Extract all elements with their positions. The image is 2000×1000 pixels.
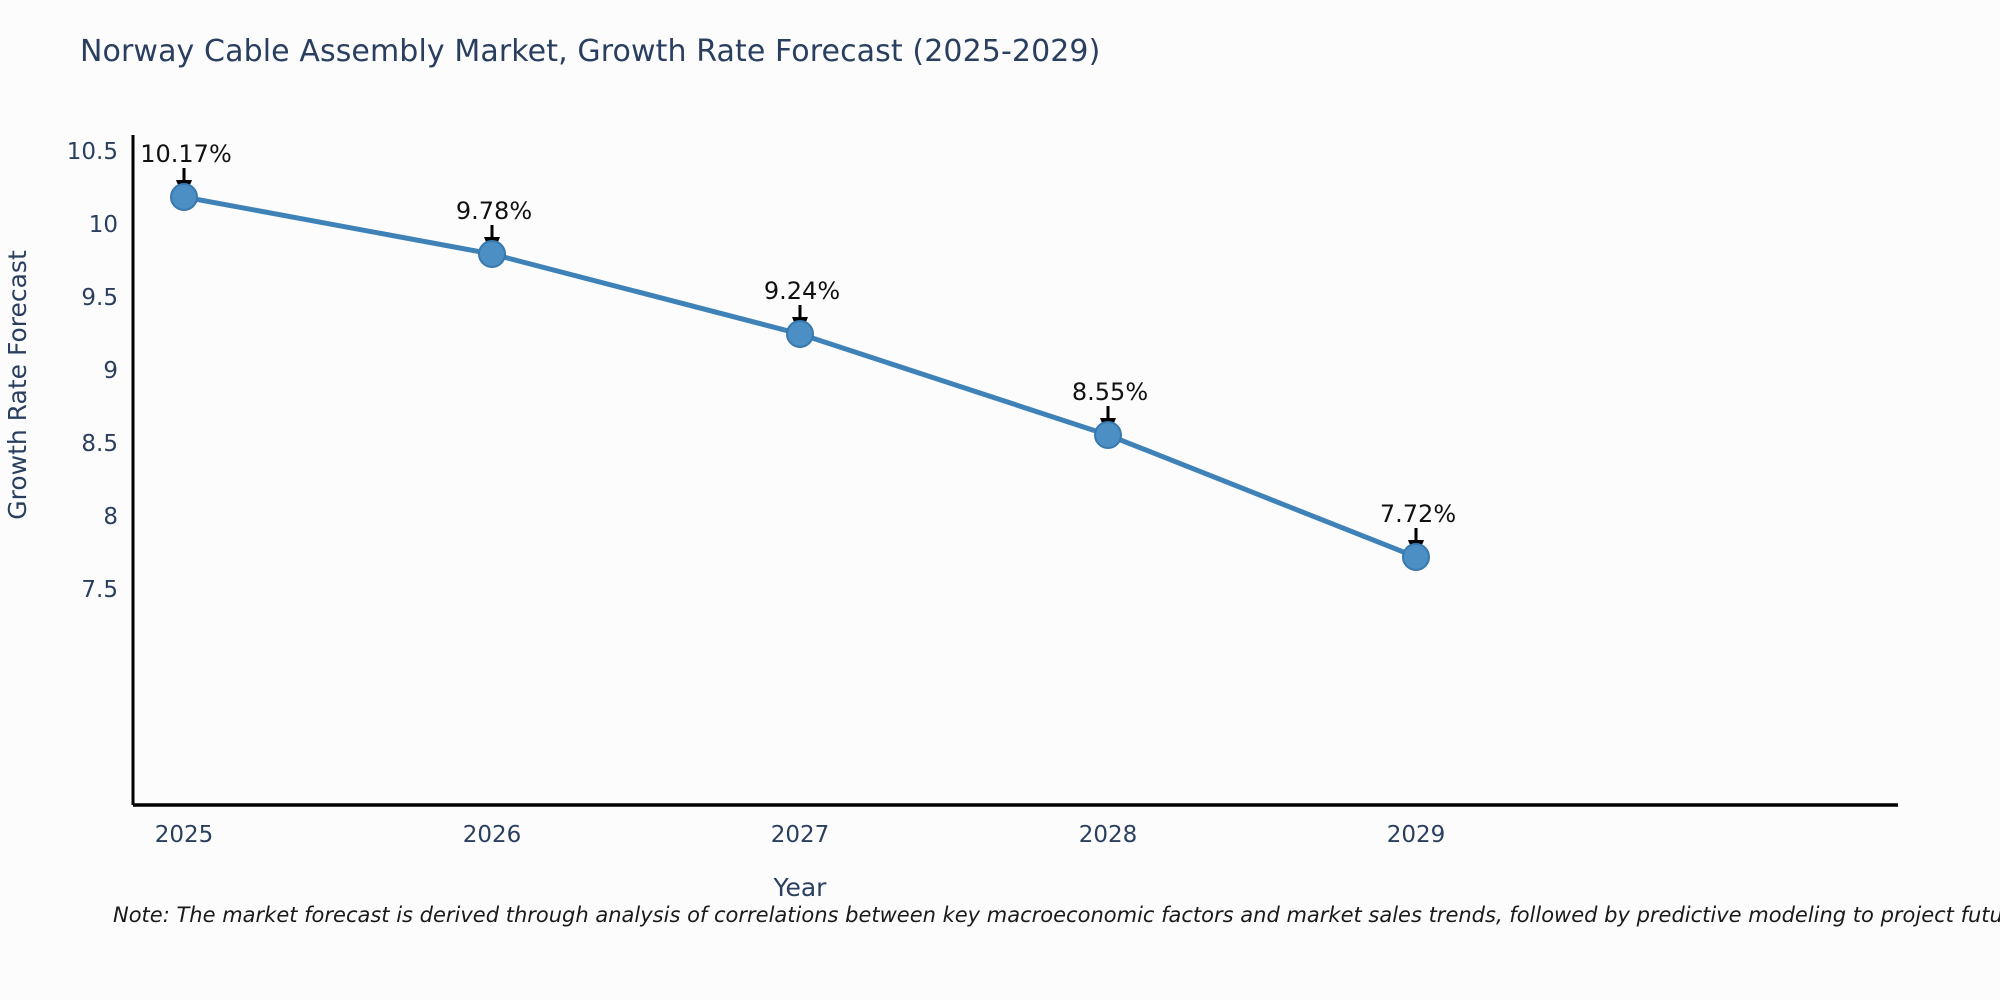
x-tick-label: 2025: [155, 822, 214, 848]
data-point-marker[interactable]: [478, 240, 506, 268]
data-point-label: 9.24%: [764, 277, 840, 305]
data-point-label: 7.72%: [1380, 500, 1456, 528]
data-point-label: 9.78%: [456, 197, 532, 225]
y-tick-label: 8.5: [81, 431, 118, 457]
x-tick-label: 2028: [1079, 822, 1138, 848]
y-tick-label: 9: [103, 358, 118, 384]
x-tick-label: 2027: [771, 822, 830, 848]
y-tick-label: 10.5: [67, 139, 118, 165]
x-tick-label: 2026: [463, 822, 522, 848]
data-point-labels: 10.17% 9.78% 9.24% 8.55% 7.72%: [140, 140, 1456, 528]
y-tick-label: 8: [103, 504, 118, 530]
chart-title: Norway Cable Assembly Market, Growth Rat…: [80, 34, 1101, 69]
y-tick-label: 7.5: [81, 577, 118, 603]
chart-footnote: Note: The market forecast is derived thr…: [113, 903, 2000, 927]
x-axis-tick-labels: 2025 2026 2027 2028 2029: [155, 822, 1446, 848]
data-point-marker[interactable]: [1094, 421, 1122, 449]
y-tick-label: 10: [89, 212, 118, 238]
data-point-label: 8.55%: [1072, 378, 1148, 406]
data-point-label: 10.17%: [140, 140, 232, 168]
annotation-arrows: [176, 168, 1424, 560]
data-point-marker[interactable]: [786, 320, 814, 348]
x-tick-label: 2029: [1387, 822, 1446, 848]
data-series-line: [181, 194, 1419, 560]
data-point-marker[interactable]: [170, 183, 198, 211]
y-tick-label: 9.5: [81, 285, 118, 311]
data-point-marker[interactable]: [1402, 543, 1430, 571]
data-point-markers: [170, 183, 1430, 571]
y-axis-tick-labels: 10.5 10 9.5 9 8.5 8 7.5: [67, 139, 118, 603]
x-axis-title: Year: [773, 873, 828, 902]
y-axis-title: Growth Rate Forecast: [3, 250, 32, 520]
